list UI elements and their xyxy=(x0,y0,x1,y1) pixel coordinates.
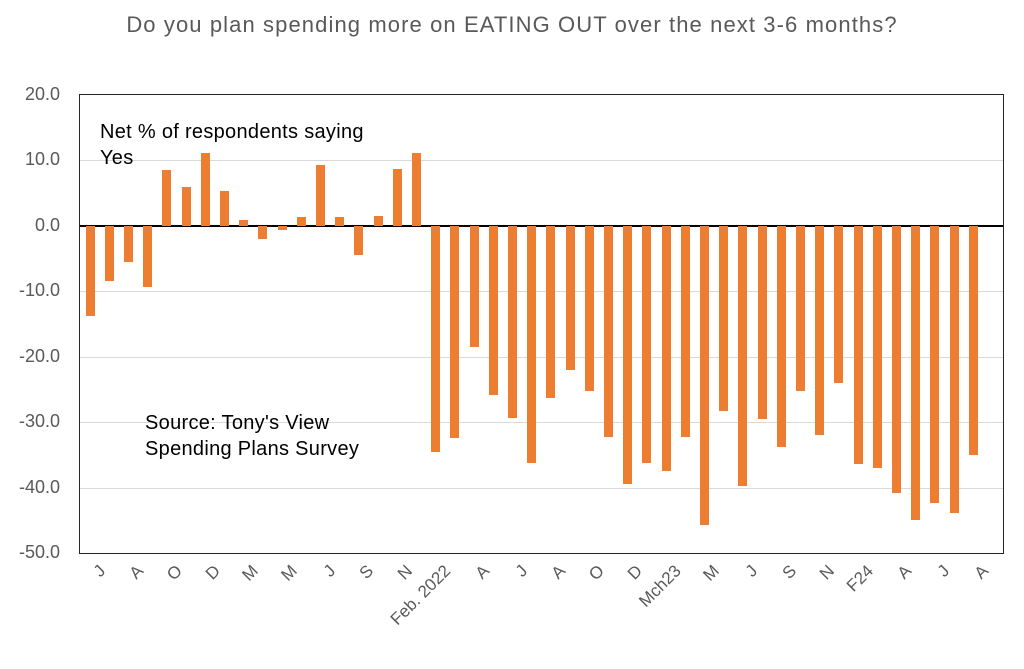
x-tick-label: M xyxy=(699,561,724,585)
bar xyxy=(354,225,364,255)
x-tick-label: M xyxy=(277,561,301,585)
bar xyxy=(488,225,498,395)
y-tick-label: -30.0 xyxy=(18,411,60,432)
x-tick-label: O xyxy=(585,561,608,585)
bar xyxy=(277,225,287,230)
bar xyxy=(815,225,825,435)
bar xyxy=(123,225,133,262)
x-tick-label: A xyxy=(970,561,992,583)
gridline xyxy=(80,291,1003,293)
bar xyxy=(85,225,95,317)
x-tick-label: N xyxy=(816,561,839,584)
plot-area xyxy=(79,94,1004,554)
bar xyxy=(565,225,575,370)
zero-axis-line xyxy=(80,224,1003,227)
bar xyxy=(335,216,345,226)
x-tick-label: N xyxy=(393,561,416,584)
bar xyxy=(411,152,421,226)
bar xyxy=(507,225,517,419)
bar xyxy=(258,225,268,239)
gridline xyxy=(80,356,1003,358)
x-tick-label: F24 xyxy=(842,561,877,596)
x-tick-label: J xyxy=(319,561,340,581)
bar xyxy=(603,225,613,438)
bar xyxy=(891,225,901,493)
gridline xyxy=(80,487,1003,489)
bar xyxy=(469,225,479,347)
y-tick-label: -40.0 xyxy=(18,476,60,497)
x-tick-label: J xyxy=(742,561,762,581)
bar xyxy=(527,225,537,463)
bar xyxy=(315,165,325,226)
bar xyxy=(373,216,383,226)
x-tick-label: J xyxy=(511,561,532,581)
bar xyxy=(239,219,249,226)
bar xyxy=(930,225,940,503)
x-tick-label: J xyxy=(89,561,109,581)
bar xyxy=(200,152,210,226)
bar xyxy=(623,225,633,484)
x-tick-label: O xyxy=(162,561,186,585)
x-tick-label: S xyxy=(778,561,800,583)
bar xyxy=(642,225,652,464)
bar xyxy=(104,225,114,282)
y-tick-label: -10.0 xyxy=(18,280,60,301)
bar xyxy=(757,225,767,419)
bar xyxy=(719,225,729,411)
bar xyxy=(431,225,441,453)
bar xyxy=(546,225,556,398)
bar xyxy=(143,225,153,287)
x-tick-label: A xyxy=(893,561,916,583)
chart-title: Do you plan spending more on EATING OUT … xyxy=(126,12,898,37)
bar xyxy=(834,225,844,383)
x-tick-label: D xyxy=(624,561,647,584)
gridline xyxy=(80,160,1003,162)
bar xyxy=(680,225,690,437)
gridline xyxy=(80,422,1003,424)
bar xyxy=(853,225,863,464)
bar xyxy=(968,225,978,456)
bar xyxy=(450,225,460,439)
x-tick-label: D xyxy=(201,561,224,584)
x-tick-label: M xyxy=(238,561,263,585)
bar xyxy=(699,225,709,525)
x-tick-label: Mch23 xyxy=(635,561,685,611)
x-tick-label: A xyxy=(471,561,493,583)
bar xyxy=(949,225,959,514)
bar xyxy=(219,190,229,226)
bar xyxy=(584,225,594,391)
bar xyxy=(181,186,191,226)
bar xyxy=(738,225,748,486)
y-tick-label: 10.0 xyxy=(24,149,60,170)
bar xyxy=(661,225,671,472)
y-tick-label: 20.0 xyxy=(24,84,60,104)
x-tick-label: A xyxy=(548,561,570,583)
source-annotation: Source: Tony's View Spending Plans Surve… xyxy=(145,412,360,460)
bar xyxy=(872,225,882,468)
x-tick-label: A xyxy=(125,561,148,583)
bar xyxy=(776,225,786,447)
bar xyxy=(392,168,402,226)
y-tick-label: 0.0 xyxy=(34,214,60,235)
bar xyxy=(911,225,921,521)
bar xyxy=(296,216,306,226)
y-tick-label: -20.0 xyxy=(18,345,60,366)
bar xyxy=(162,169,172,226)
x-tick-label: S xyxy=(356,561,378,583)
x-tick-label: J xyxy=(934,561,954,581)
bar xyxy=(795,225,805,392)
y-tick-label: -50.0 xyxy=(18,542,60,562)
net-percent-annotation: Net % of respondents saying Yes xyxy=(100,121,364,169)
